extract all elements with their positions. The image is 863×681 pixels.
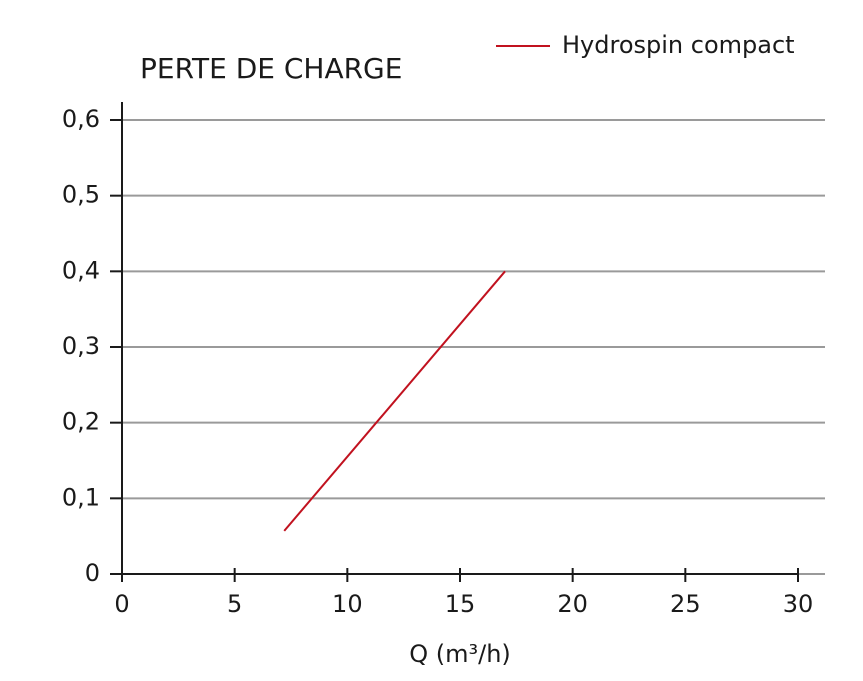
- x-tick-label: 25: [670, 590, 701, 618]
- legend-label: Hydrospin compact: [562, 31, 795, 59]
- y-tick-label: 0,4: [62, 256, 100, 284]
- y-tick-label: 0,2: [62, 408, 100, 436]
- x-tick-label: 0: [114, 590, 129, 618]
- series-line: [283, 270, 506, 532]
- x-tick-label: 10: [332, 590, 363, 618]
- x-axis-label: Q (m³/h): [409, 640, 511, 668]
- chart-title: PERTE DE CHARGE: [140, 52, 402, 85]
- x-tick-label: 15: [445, 590, 476, 618]
- y-tick-label: 0,5: [62, 181, 100, 209]
- x-tick-label: 5: [227, 590, 242, 618]
- x-tick-label: 30: [783, 590, 814, 618]
- y-tick-label: 0,3: [62, 332, 100, 360]
- y-tick-label: 0: [85, 559, 100, 587]
- y-tick-label: 0,6: [62, 105, 100, 133]
- y-tick-label: 0,1: [62, 483, 100, 511]
- x-tick-label: 20: [557, 590, 588, 618]
